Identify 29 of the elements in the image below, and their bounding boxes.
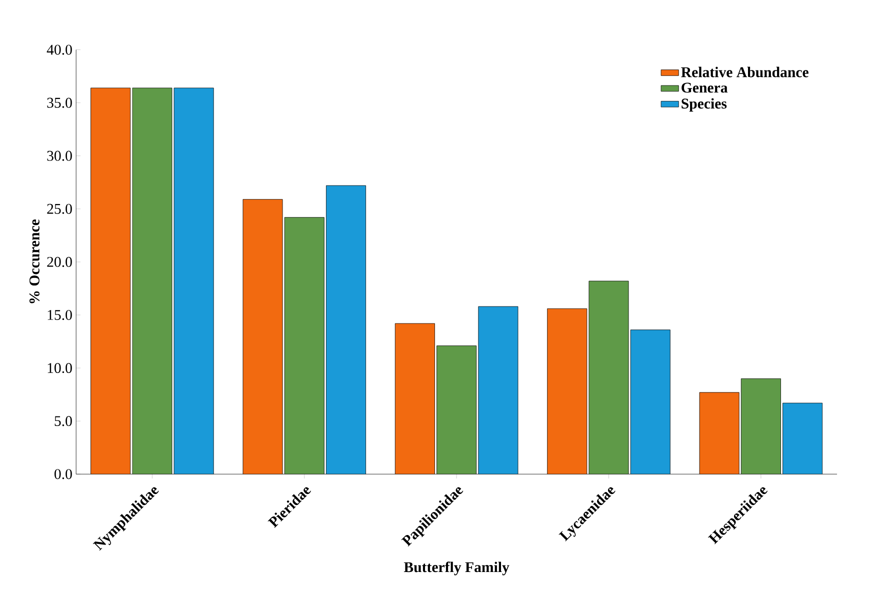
- bar: [547, 308, 587, 474]
- y-tick-label: 35.0: [47, 98, 72, 108]
- y-tick-label: 10.0: [48, 363, 72, 374]
- bar: [395, 323, 435, 474]
- legend-label: Relative Abundance: [681, 66, 808, 78]
- legend-label: Species: [682, 98, 727, 112]
- y-tick-label: 30.0: [47, 150, 72, 161]
- bar: [699, 392, 740, 474]
- bar: [326, 186, 366, 474]
- x-axis-title: Butterfly Family: [404, 562, 510, 576]
- bar: [630, 330, 670, 474]
- bar: [478, 306, 518, 474]
- bar: [436, 346, 476, 474]
- bar: [174, 88, 214, 474]
- y-tick-label: 0.0: [54, 469, 72, 480]
- y-tick-label: 5.0: [54, 416, 72, 426]
- y-axis-title: % Occurence: [29, 219, 40, 304]
- y-tick-label: 15.0: [48, 310, 72, 320]
- bar: [132, 88, 172, 474]
- bar: [242, 199, 283, 474]
- bar: [782, 402, 823, 474]
- bar: [588, 281, 629, 474]
- bar: [284, 217, 324, 474]
- y-tick-label: 20.0: [47, 256, 72, 267]
- legend-label: Genera: [682, 82, 728, 93]
- y-tick-label: 25.0: [47, 204, 72, 214]
- bar: [740, 378, 781, 474]
- y-tick-label: 40.0: [46, 44, 72, 55]
- bar: [90, 88, 130, 474]
